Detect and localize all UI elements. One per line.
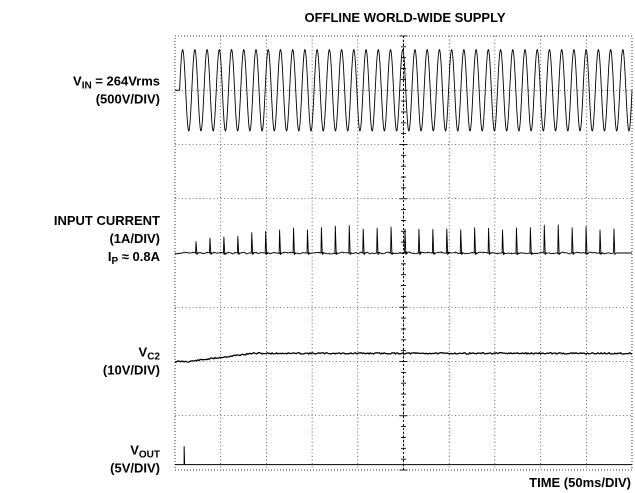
channel-label-vout-line1: VOUT bbox=[130, 443, 160, 461]
chart-title: OFFLINE WORLD-WIDE SUPPLY bbox=[304, 10, 505, 25]
channel-label-vc2-line2: (10V/DIV) bbox=[103, 363, 160, 378]
channel-label-vin-line1: VIN = 264Vrms bbox=[73, 73, 160, 91]
channel-label-vin-line2: (500V/DIV) bbox=[96, 91, 160, 106]
channel-label-iin-line3: IP ≈ 0.8A bbox=[108, 249, 161, 267]
trace-input-current bbox=[174, 224, 632, 255]
channel-label-vout-line2: (5V/DIV) bbox=[110, 461, 160, 476]
trace-vc2 bbox=[174, 352, 633, 363]
channel-label-iin-line2: (1A/DIV) bbox=[109, 231, 160, 246]
scope-traces bbox=[174, 49, 633, 466]
trace-vin bbox=[175, 49, 633, 132]
channel-labels: VIN = 264Vrms(500V/DIV) INPUT CURRENT (1A/… bbox=[54, 73, 161, 475]
trace-vout bbox=[175, 446, 632, 466]
time-axis-label: TIME (50ms/DIV) bbox=[529, 475, 631, 490]
channel-label-iin-line1: INPUT CURRENT bbox=[54, 213, 160, 228]
channel-label-vc2-line1: VC2 bbox=[139, 345, 161, 363]
